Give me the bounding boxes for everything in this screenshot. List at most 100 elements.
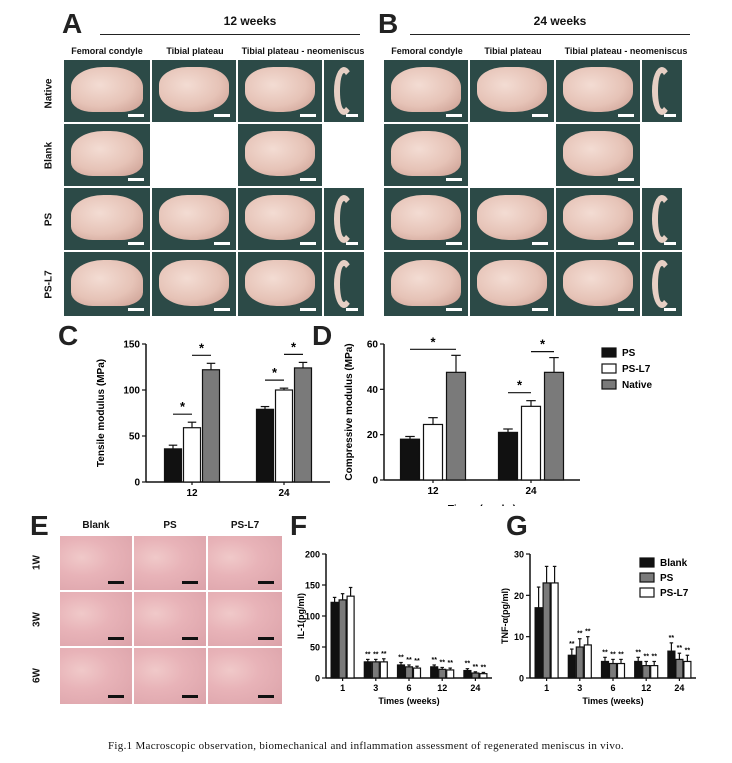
photo-ps-neo-tibial-24w: [556, 188, 640, 250]
significance-mark: **: [465, 661, 471, 668]
chart-compressive-modulus: 0 20 40 60 Compressive modulus (MPa) Times (w…: [344, 336, 652, 506]
bar-blank: [667, 650, 676, 679]
legend-swatch-ps: [639, 572, 655, 583]
col-header-tibial-a: Tibial plateau: [166, 46, 224, 56]
bar-ps: [471, 672, 480, 679]
bar-native: [445, 371, 467, 481]
bar-ps-l7: [446, 669, 455, 679]
histo-col-ps: PS: [163, 520, 177, 531]
chart-il1: 0 50 100 150 200 IL-1(pg/ml) Times (weeks) 1 3 6 1…: [296, 550, 492, 706]
y-axis-label: Compressive modulus (MPa): [344, 343, 355, 480]
significance-mark: **: [602, 649, 608, 656]
bar-ps: [255, 408, 275, 483]
bar-ps: [399, 438, 421, 481]
bar-ps-l7: [479, 673, 488, 679]
significance-star: *: [430, 336, 436, 349]
legend-label-ps-l7: PS-L7: [660, 588, 689, 599]
histo-3w-blank: [60, 592, 132, 646]
row-label-ps-l7: PS-L7: [43, 270, 55, 299]
legend-label-ps: PS: [660, 573, 674, 584]
photo-psl7-femoral-24w: [384, 252, 468, 316]
histo-3w-ps: [134, 592, 206, 646]
significance-mark: **: [431, 657, 437, 664]
bar-ps-l7: [182, 427, 202, 483]
bar-blank: [363, 661, 372, 679]
photo-psl7-neo-tibial-24w: [556, 252, 640, 316]
significance-mark: **: [685, 647, 691, 654]
significance-mark: **: [635, 649, 641, 656]
row-label-native: Native: [43, 78, 55, 109]
bar-blank: [330, 601, 339, 679]
x-tick-label: 12: [641, 683, 651, 693]
photo-native-neo-tibial-12w: [238, 60, 322, 122]
bar-ps-l7: [422, 423, 444, 481]
photo-psl7-tibial-12w: [152, 252, 236, 316]
col-header-neomeniscus-a: Tibial plateau - neomeniscus: [241, 46, 365, 56]
photo-ps-femoral-24w: [384, 188, 468, 250]
panel-b-title: 24 weeks: [533, 14, 587, 28]
bar-native: [543, 371, 565, 481]
x-tick-label: 12: [186, 488, 198, 499]
y-tick-label: 30: [514, 550, 524, 560]
bar-ps: [163, 448, 183, 483]
x-tick-label: 24: [525, 486, 537, 497]
photo-native-tibial-12w: [152, 60, 236, 122]
figure-caption: Fig.1 Macroscopic observation, biomechan…: [108, 740, 624, 752]
significance-mark: **: [373, 651, 379, 658]
bar-blank: [634, 660, 643, 679]
panel-letter-b: B: [378, 8, 399, 39]
bar-ps-l7: [520, 405, 542, 481]
significance-mark: **: [406, 657, 412, 664]
bar-ps-l7: [616, 662, 626, 679]
photo-native-tibial-24w: [470, 60, 554, 122]
bar-ps: [608, 662, 618, 679]
x-axis-label: Times (weeks): [448, 504, 516, 506]
legend-swatch-ps-l7: [601, 363, 617, 374]
x-tick-label: 1: [544, 683, 549, 693]
significance-mark: **: [398, 655, 404, 662]
photo-blank-neo-tibial-12w: [238, 124, 322, 186]
x-tick-label: 6: [406, 683, 411, 693]
bar-blank: [600, 660, 610, 679]
bar-ps: [542, 582, 551, 679]
panel-a-header-line: [100, 34, 360, 35]
legend-label-ps: PS: [622, 348, 636, 359]
bar-ps: [404, 666, 414, 679]
y-tick-label: 0: [519, 674, 524, 684]
col-header-femoral-a: Femoral condyle: [71, 46, 143, 56]
x-axis-label: Times (weeks): [582, 696, 643, 706]
y-tick-label: 60: [367, 340, 379, 351]
significance-mark: **: [569, 641, 575, 648]
y-axis-label: IL-1(pg/ml): [296, 593, 306, 639]
bar-ps: [575, 646, 584, 679]
bar-ps-l7: [379, 661, 388, 679]
panel-b-header-line: [410, 34, 690, 35]
significance-star: *: [180, 399, 186, 414]
significance-mark: **: [439, 659, 445, 666]
x-tick-label: 1: [340, 683, 345, 693]
row-label-blank: Blank: [43, 141, 55, 170]
bar-ps-l7: [583, 644, 592, 679]
histo-3w-psl7: [208, 592, 282, 646]
significance-mark: **: [677, 645, 683, 652]
photo-native-neomeniscus-24w: [642, 60, 682, 122]
legend-label-ps-l7: PS-L7: [622, 364, 651, 375]
y-tick-label: 100: [123, 386, 140, 397]
bar-ps-l7: [650, 664, 659, 679]
photo-ps-tibial-24w: [470, 188, 554, 250]
y-axis-label: TNF-α(pg/ml): [500, 588, 510, 644]
histo-6w-ps: [134, 648, 206, 704]
x-tick-label: 12: [437, 683, 447, 693]
histo-row-1w: 1W: [31, 555, 43, 570]
bar-ps-l7: [274, 389, 294, 483]
histo-1w-blank: [60, 536, 132, 590]
histo-row-3w: 3W: [31, 612, 43, 627]
photo-ps-tibial-12w: [152, 188, 236, 250]
significance-mark: **: [473, 664, 479, 671]
y-tick-label: 20: [514, 591, 524, 601]
significance-mark: **: [481, 664, 487, 671]
legend-label-blank: Blank: [660, 558, 688, 569]
x-axis-label: Times (weeks): [378, 696, 439, 706]
bar-ps-l7: [346, 595, 355, 679]
